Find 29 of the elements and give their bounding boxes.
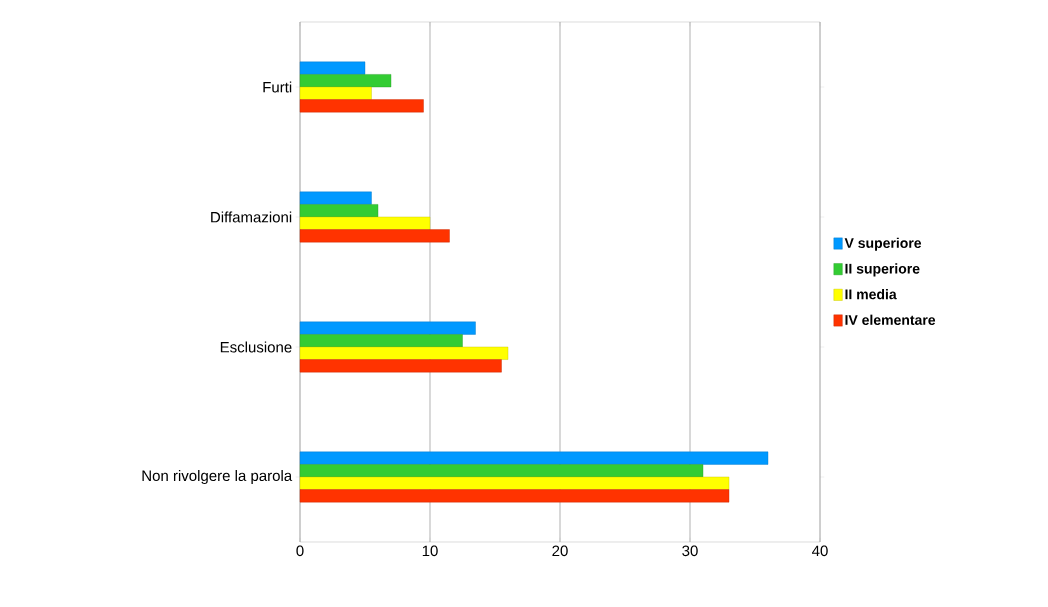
bar — [299, 204, 379, 218]
bar — [299, 74, 392, 88]
x-tick-label: 30 — [682, 545, 698, 557]
x-tick-label: 40 — [812, 545, 828, 557]
bar — [299, 346, 509, 360]
bar — [299, 191, 372, 205]
legend-label: II media — [845, 289, 897, 300]
bar — [299, 86, 372, 100]
bar — [299, 464, 704, 478]
bar — [299, 359, 502, 373]
bar — [299, 334, 463, 348]
x-tick-label: 20 — [552, 545, 568, 557]
bar — [299, 216, 431, 230]
legend-label: IV elementare — [845, 314, 936, 325]
bar — [299, 451, 769, 465]
y-tick-label: Non rivolgere la parola — [142, 470, 293, 484]
x-tick-label: 0 — [296, 545, 304, 557]
bar — [299, 476, 730, 490]
y-tick-label: Diffamazioni — [211, 211, 292, 223]
y-tick-label: Furti — [263, 81, 292, 93]
legend-label: V superiore — [844, 237, 922, 251]
bar — [299, 99, 424, 113]
y-tick-label: Esclusione — [220, 341, 292, 353]
bar — [299, 321, 476, 335]
bar — [299, 489, 730, 503]
x-tick-label: 10 — [422, 545, 438, 557]
legend-label: II superiore — [845, 263, 920, 277]
bar — [299, 229, 450, 243]
bar — [299, 61, 366, 75]
